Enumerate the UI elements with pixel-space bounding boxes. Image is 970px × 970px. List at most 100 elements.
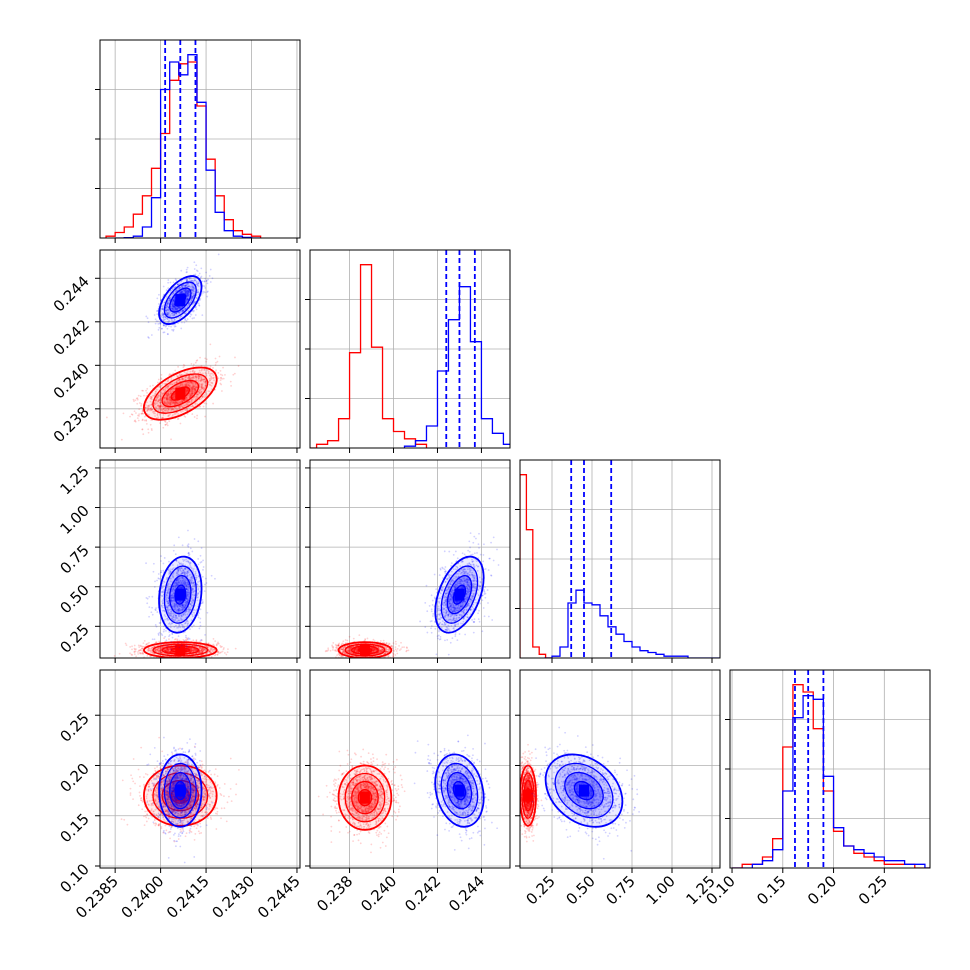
scatter-point [168,420,171,423]
scatter-point [190,299,193,302]
scatter-point [205,271,208,274]
scatter-point [173,299,175,302]
scatter-point [202,566,205,568]
scatter-point [182,288,185,291]
scatter-point [204,583,206,586]
scatter-point [197,377,200,380]
scatter-point [162,416,164,419]
scatter-point [210,375,212,378]
scatter-point [163,402,166,405]
scatter-point [178,385,181,388]
scatter-point [173,382,175,385]
scatter-point [181,378,184,381]
scatter-point [163,401,166,404]
scatter-point [190,382,193,384]
scatter-point [147,428,150,431]
scatter-point [191,392,193,395]
scatter-point [186,291,189,294]
scatter-point [150,419,153,421]
scatter-point [170,392,172,394]
scatter-point [159,646,162,649]
scatter-point [195,264,198,267]
scatter-point [192,649,195,651]
scatter-point [199,276,202,279]
scatter-point [190,299,193,302]
scatter-point [143,640,146,642]
scatter-point [181,400,184,402]
scatter-point [209,268,212,271]
scatter-point [186,295,189,298]
scatter-point [166,394,169,397]
scatter-point [170,302,173,305]
scatter-point [179,384,182,387]
scatter-point [197,374,200,377]
scatter-point [195,376,198,379]
scatter-point [204,391,207,394]
scatter-point [192,405,194,408]
scatter-point [176,283,179,286]
scatter-point [173,325,176,328]
scatter-point [165,403,168,406]
scatter-point [198,383,201,386]
scatter-point [165,309,168,312]
scatter-point [155,398,158,401]
scatter-point [185,271,188,274]
scatter-point [162,285,165,288]
scatter-point [189,370,192,373]
scatter-point [148,595,151,598]
scatter-point [164,318,167,321]
scatter-point [151,408,154,411]
scatter-point [185,291,188,293]
scatter-point [192,295,195,298]
scatter-point [180,644,183,647]
scatter-point [181,285,183,288]
scatter-point [143,394,145,397]
scatter-point [160,373,163,376]
scatter-point [199,371,202,374]
scatter-point [176,660,178,662]
scatter-point [156,400,159,403]
scatter-point [198,646,201,649]
scatter-point [180,305,183,308]
scatter-point [159,404,161,407]
scatter-point [200,386,203,389]
scatter-point [141,418,144,421]
scatter-point [175,411,178,414]
scatter-point [180,321,183,324]
scatter-point [195,280,198,283]
scatter-point [159,386,161,389]
scatter-point [164,316,166,318]
histogram-step-red [520,474,552,658]
scatter-point [168,320,170,323]
scatter-point [202,559,204,562]
scatter-point [195,305,197,308]
scatter-point [164,648,167,650]
scatter-point [185,291,188,293]
scatter-point [205,582,208,584]
scatter-point [167,392,170,395]
scatter-point [198,390,200,392]
scatter-point [160,394,162,396]
scatter-point [166,311,169,314]
scatter-point [165,386,168,389]
scatter-point [154,322,157,325]
scatter-point [133,420,136,423]
scatter-point [192,297,194,300]
scatter-point [154,402,156,404]
scatter-point [187,394,189,397]
scatter-point [160,401,162,404]
scatter-point [165,392,168,395]
scatter-point [186,389,188,392]
scatter-point [131,648,133,651]
scatter-point [167,379,170,382]
scatter-point [185,648,188,651]
scatter-point [167,647,170,650]
scatter-point [199,297,202,300]
scatter-point [165,324,168,327]
scatter-point [199,649,202,652]
scatter-point [192,376,195,379]
scatter-point [191,295,194,298]
scatter-point [167,301,170,304]
scatter-point [169,651,172,654]
scatter-point [159,651,162,654]
